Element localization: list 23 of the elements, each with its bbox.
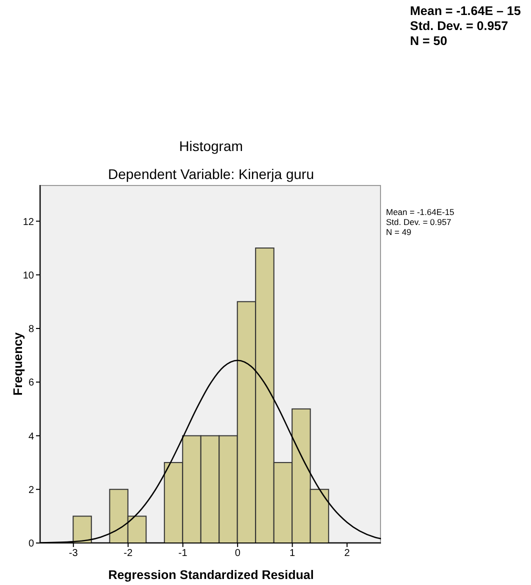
text: N = 50 bbox=[410, 34, 448, 49]
y-tick-label: 8 bbox=[28, 324, 34, 336]
text: N = 49 bbox=[386, 227, 412, 237]
chart-title: Histogram bbox=[178, 138, 244, 154]
chart-subtitle: Dependent Variable: Kinerja guru bbox=[107, 166, 315, 182]
text: Std. Dev. = 0.957 bbox=[386, 217, 452, 227]
y-tick-label: 10 bbox=[22, 270, 34, 282]
x-tick-label: 2 bbox=[344, 548, 350, 560]
text: Mean = -1.64E – 15 bbox=[410, 4, 521, 19]
x-tick-label: 0 bbox=[234, 548, 241, 560]
x-tick-label: -1 bbox=[178, 548, 188, 560]
y-tick-label: 2 bbox=[28, 484, 34, 496]
text: Mean = -1.64E-15 bbox=[386, 207, 454, 217]
x-tick-label: -2 bbox=[124, 548, 133, 560]
y-tick-label: 12 bbox=[22, 216, 34, 228]
y-tick-label: 6 bbox=[28, 378, 34, 389]
y-tick-label: 0 bbox=[28, 538, 34, 550]
x-tick-label: -3 bbox=[68, 548, 78, 560]
y-axis-title: Frequency bbox=[11, 332, 25, 396]
x-axis-title: Regression Standardized Residual bbox=[107, 568, 315, 582]
y-tick-label: 4 bbox=[28, 431, 34, 442]
x-tick-label: 1 bbox=[290, 548, 296, 560]
text: Std. Dev. = 0.957 bbox=[410, 19, 510, 34]
